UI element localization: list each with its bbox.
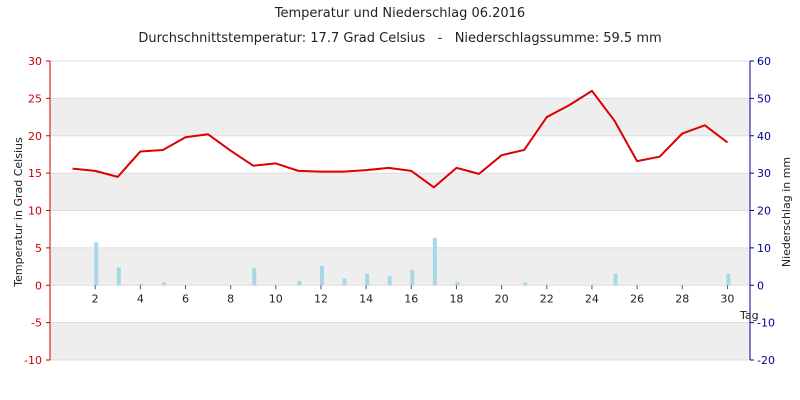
right-axis-title: Niederschlag in mm (780, 157, 793, 267)
left-tick-label: 0 (35, 279, 42, 292)
left-tick-label: 20 (28, 130, 42, 143)
left-axis-ticks: -10 -5 0 5 10 15 20 25 30 (24, 55, 50, 367)
right-tick-label: 30 (757, 167, 771, 180)
temperature-line (72, 89, 729, 189)
precipitation-bar (523, 282, 528, 286)
grid-band (50, 173, 750, 211)
x-tick-label: 8 (227, 292, 234, 305)
precipitation-bar (94, 242, 99, 286)
grid-band (50, 322, 750, 360)
chart-subtitle: Durchschnittstemperatur: 17.7 Grad Celsi… (138, 31, 661, 46)
temperature-line-layer (72, 89, 729, 189)
x-tick-label: 18 (449, 292, 463, 305)
right-tick-label: -20 (757, 354, 775, 367)
x-tick-label: 24 (585, 292, 599, 305)
precipitation-bar (252, 268, 257, 286)
right-tick-label: 50 (757, 92, 771, 105)
x-tick-label: 14 (359, 292, 373, 305)
right-tick-label: 0 (757, 279, 764, 292)
right-tick-label: 10 (757, 242, 771, 255)
right-tick-label: 20 (757, 205, 771, 218)
left-tick-label: 15 (28, 167, 42, 180)
chart-title: Temperatur und Niederschlag 06.2016 (274, 6, 525, 21)
x-tick-label: 20 (495, 292, 509, 305)
precipitation-bar (161, 282, 166, 286)
left-tick-label: -10 (24, 354, 42, 367)
precipitation-bar (613, 273, 618, 286)
left-axis-title: Temperatur in Grad Celsius (12, 137, 25, 288)
precipitation-bar (342, 278, 347, 286)
precipitation-bars (94, 237, 731, 286)
precipitation-bar (387, 276, 392, 286)
grid-band (50, 98, 750, 136)
precipitation-bar (297, 280, 302, 286)
right-tick-label: 40 (757, 130, 771, 143)
precipitation-bar (116, 267, 121, 286)
x-tick-label: 10 (269, 292, 283, 305)
precipitation-bar (365, 273, 370, 286)
x-tick-label: 22 (540, 292, 554, 305)
right-tick-label: 60 (757, 55, 771, 68)
grid-band (50, 247, 750, 286)
precipitation-bar (455, 281, 460, 286)
x-tick-label: 6 (182, 292, 189, 305)
precipitation-bar (410, 269, 415, 286)
x-axis-ticks: 2 4 6 8 10 12 14 16 18 20 22 24 26 28 30 (92, 285, 734, 305)
right-tick-label: -10 (757, 317, 775, 330)
x-tick-label: 2 (92, 292, 99, 305)
left-tick-label: 30 (28, 55, 42, 68)
gridlines (50, 60, 750, 361)
left-tick-label: 10 (28, 205, 42, 218)
precipitation-bar (139, 284, 144, 286)
x-tick-label: 4 (137, 292, 144, 305)
right-axis-ticks: -20 -10 0 10 20 30 40 50 60 (750, 55, 775, 367)
left-tick-label: 5 (35, 242, 42, 255)
x-tick-label: 26 (630, 292, 644, 305)
x-tick-label: 16 (404, 292, 418, 305)
x-axis-title: Tag (739, 309, 759, 322)
x-tick-label: 30 (720, 292, 734, 305)
precipitation-bar (432, 237, 437, 286)
left-tick-label: -5 (31, 317, 42, 330)
x-tick-label: 12 (314, 292, 328, 305)
x-tick-label: 28 (675, 292, 689, 305)
precipitation-bar (319, 265, 324, 286)
background-bands (50, 98, 750, 360)
left-tick-label: 25 (28, 92, 42, 105)
precipitation-bar (726, 273, 731, 286)
